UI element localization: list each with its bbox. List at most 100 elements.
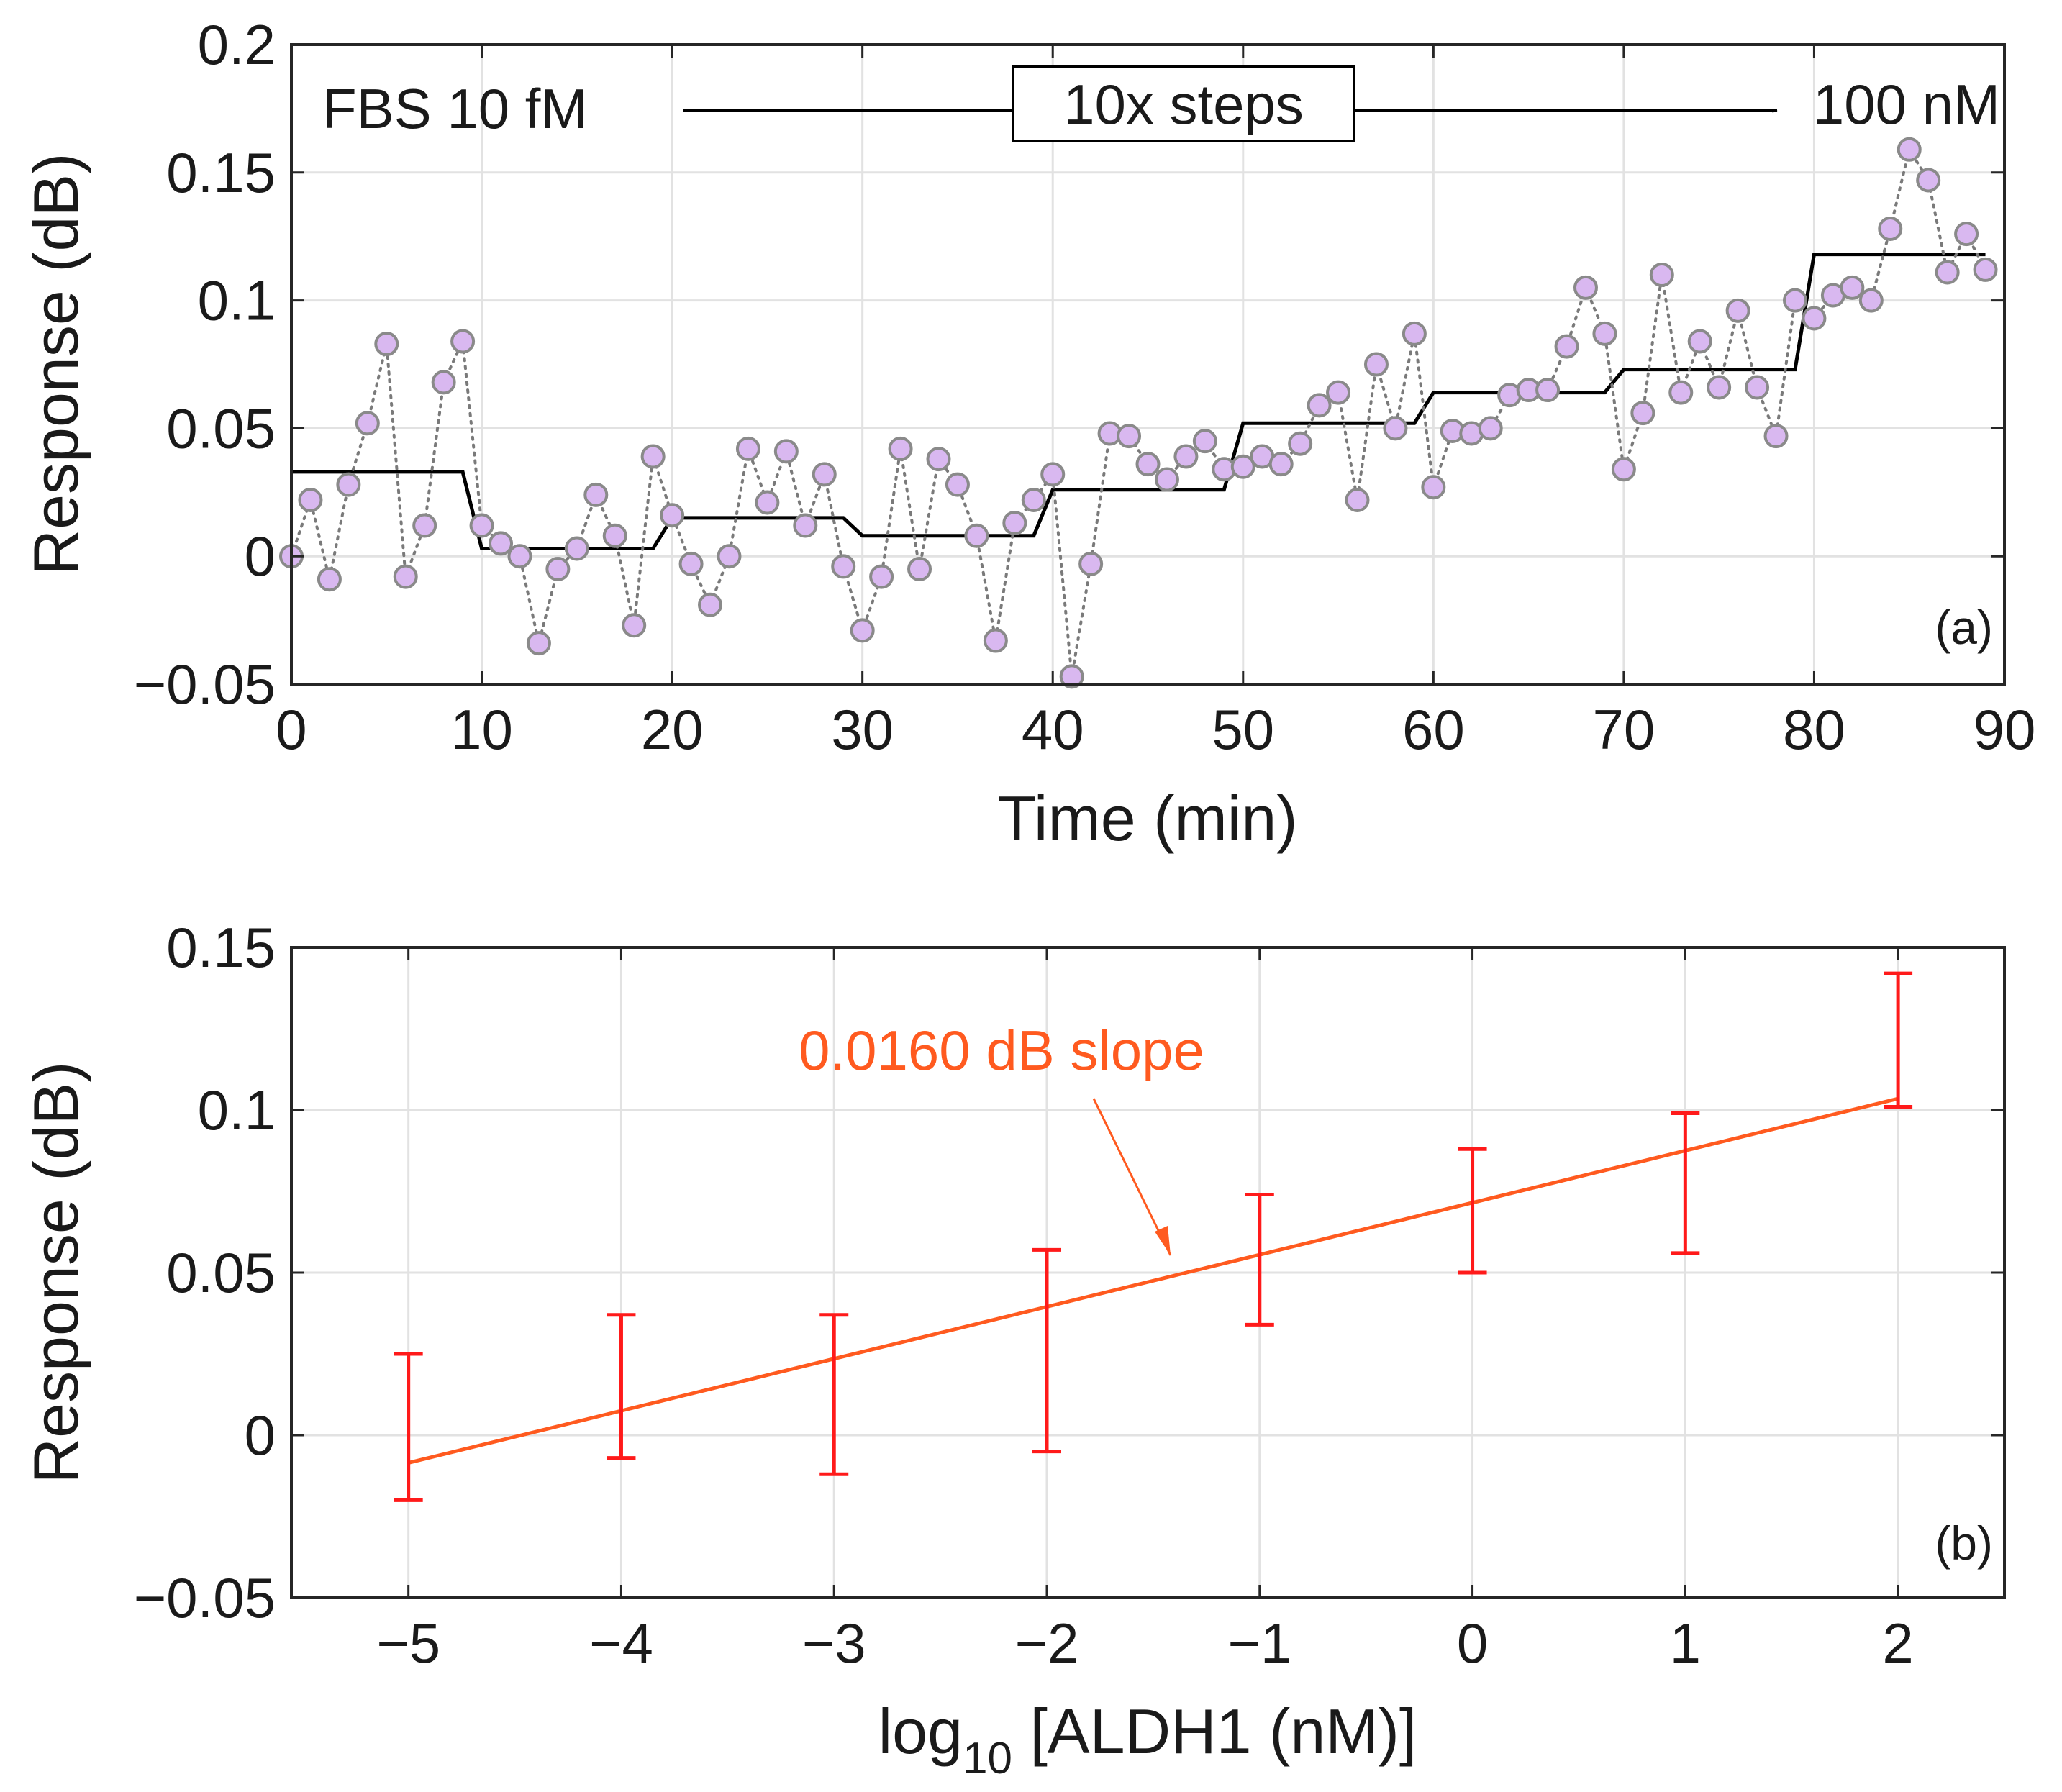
chart-a-data-point: [1326, 380, 1351, 405]
chart-b-x-tick-label: −3: [802, 1611, 866, 1675]
chart-a-data-point: [507, 544, 532, 569]
chart-a-data-point: [1173, 444, 1199, 469]
chart-a-x-tick-label: 70: [1593, 698, 1655, 761]
chart-a-frame: [290, 43, 2006, 686]
chart-b-errorbar: [1245, 1193, 1274, 1327]
chart-a-data-point: [888, 436, 913, 461]
chart-a-data-point: [755, 490, 780, 515]
chart-a-data-point: [1421, 475, 1446, 500]
chart-a-data-point: [1878, 217, 1903, 242]
chart-a-data-point: [640, 444, 666, 469]
chart-a-x-axis-label: Time (min): [997, 783, 1297, 854]
chart-a-dotted-line: [290, 145, 1987, 677]
chart-a-data-point: [983, 628, 1008, 653]
chart-a-y-tick-label: 0.05: [166, 396, 276, 460]
chart-a-y-tick-label: 0.2: [198, 13, 276, 76]
chart-b-x-tick-label: 1: [1670, 1611, 1701, 1675]
chart-a-data-point: [660, 503, 685, 528]
chart-a-data-point: [1021, 487, 1046, 512]
chart-a-data-point: [602, 523, 627, 548]
chart-b-x-tick-label: −5: [376, 1611, 440, 1675]
chart-a-data-point: [1402, 321, 1427, 346]
chart-b-x-tick-label: −2: [1015, 1611, 1079, 1675]
chart-a-data-point: [1954, 222, 1979, 247]
chart-a-y-tick-label: 0.1: [198, 269, 276, 332]
chart-a-annotation-end: 100 nM: [1813, 73, 2000, 136]
chart-a-data-point: [812, 462, 837, 487]
chart-b-errorbar-series: [394, 971, 1913, 1502]
chart-a-data-point: [583, 482, 609, 507]
chart-b-x-axis-label-main: log: [878, 1696, 963, 1767]
chart-a-data-point: [412, 513, 437, 538]
chart-a-data-point: [1192, 429, 1217, 454]
chart-a-x-tick-label: 0: [276, 698, 306, 761]
chart-a-x-ticks: 0 10 20 30 40 50 60 70 80 90: [276, 45, 2035, 761]
chart-a-data-point: [1707, 375, 1732, 400]
chart-a-data-point: [945, 472, 970, 497]
chart-b-x-tick-label: 2: [1882, 1611, 1913, 1675]
chart-a-x-tick-label: 90: [1974, 698, 2036, 761]
chart-a-data-point: [1802, 306, 1827, 331]
chart-a-x-tick-label: 80: [1783, 698, 1845, 761]
chart-a-annotation-start: FBS 10 fM: [322, 77, 587, 140]
chart-a-y-axis-label: Response (dB): [20, 153, 91, 576]
chart-a-data-point: [1687, 329, 1712, 354]
chart-a-step-line: [291, 253, 1986, 551]
chart-a-data-point: [869, 564, 894, 589]
chart-a-data-point: [698, 592, 723, 617]
chart-a-data-point: [1535, 378, 1561, 403]
chart-a-data-point: [717, 544, 742, 569]
chart-a-data-point: [1059, 664, 1084, 689]
chart-a-data-point: [1858, 288, 1884, 313]
chart-a-data-point: [374, 332, 399, 357]
chart-b-y-tick-label: 0: [245, 1404, 276, 1467]
chart-a-data-point: [469, 513, 494, 538]
chart-a-data-point: [1592, 321, 1617, 346]
chart-a-data-point: [1002, 510, 1027, 535]
chart-a-data-point: [298, 487, 323, 512]
chart-a-data-point: [1288, 431, 1313, 456]
chart-panel-b: −5 −4 −3 −2 −1 0 1 2 −0.05 0 0.05 0.1 0.15 log10 [A…: [20, 916, 2006, 1783]
chart-a-data-point: [1154, 467, 1179, 492]
chart-b-x-axis-label-subscript: 10: [963, 1734, 1012, 1783]
chart-a-data-point: [1745, 375, 1770, 400]
chart-a-data-point: [926, 447, 951, 472]
chart-b-slope-arrow: [1092, 1098, 1172, 1256]
chart-a-data-point: [1782, 288, 1807, 313]
chart-a-data-point: [431, 370, 456, 395]
chart-a-data-point: [1668, 380, 1694, 405]
chart-a-data-point: [1840, 275, 1865, 300]
chart-a-data-point: [678, 551, 704, 576]
chart-a-data-point: [622, 613, 647, 638]
chart-b-panel-label: (b): [1935, 1516, 1993, 1570]
chart-a-data-point: [1554, 334, 1579, 359]
chart-a-data-point: [1268, 452, 1294, 477]
chart-a-data-point: [355, 411, 380, 436]
chart-a-data-point: [1725, 298, 1750, 323]
chart-a-data-point: [1973, 257, 1998, 282]
chart-a-data-point: [1307, 393, 1332, 418]
chart-a-data-point: [735, 436, 760, 461]
chart-a-data-point: [1117, 424, 1142, 449]
chart-a-y-tick-label: 0: [245, 524, 276, 588]
chart-a-y-ticks: −0.05 0 0.05 0.1 0.15 0.2: [134, 13, 2004, 716]
chart-b-y-tick-label: 0.05: [166, 1241, 276, 1304]
chart-a-data-point: [526, 631, 551, 656]
chart-a-data-point: [773, 439, 799, 464]
chart-b-y-tick-label: 0.15: [166, 916, 276, 979]
chart-a-step-series: [291, 253, 1986, 551]
chart-a-panel-label: (a): [1935, 601, 1993, 654]
chart-b-x-tick-label: −1: [1227, 1611, 1291, 1675]
chart-a-data-point: [1573, 275, 1598, 300]
chart-a-data-point: [907, 556, 932, 581]
chart-a-data-point: [850, 618, 875, 643]
chart-b-errorbar: [1671, 1111, 1700, 1255]
chart-a-data-point: [1135, 452, 1161, 477]
chart-b-x-tick-label: −4: [589, 1611, 653, 1675]
chart-b-y-ticks: −0.05 0 0.05 0.1 0.15: [134, 916, 2004, 1629]
chart-a-data-point: [964, 523, 989, 548]
chart-a-x-tick-label: 10: [450, 698, 513, 761]
chart-b-x-axis-label-rest: [ALDH1 (nM)]: [1012, 1696, 1417, 1767]
chart-a-x-tick-label: 40: [1022, 698, 1084, 761]
